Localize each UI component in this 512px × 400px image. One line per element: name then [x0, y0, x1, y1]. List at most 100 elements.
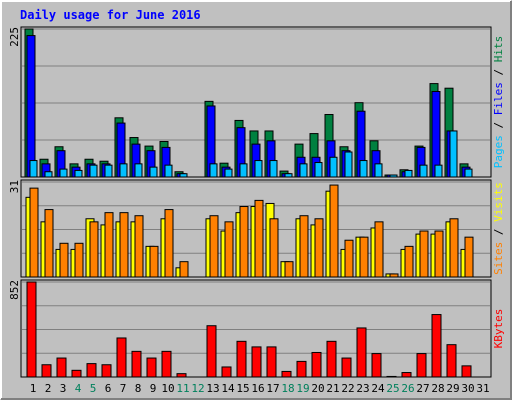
bar — [404, 245, 414, 278]
bar — [356, 327, 367, 378]
y-tick-label: 31 — [8, 180, 21, 193]
bar — [206, 325, 217, 378]
x-tick-label: 14 — [221, 382, 235, 395]
legend-separator: / — [492, 62, 505, 82]
y-tick-label: 225 — [8, 27, 21, 47]
bar — [134, 215, 144, 278]
bar — [311, 351, 322, 378]
bar — [224, 221, 234, 278]
bar — [269, 160, 278, 178]
x-tick-label: 15 — [236, 382, 249, 395]
legend: Pages / Files / Hits — [492, 36, 505, 169]
bar — [419, 164, 428, 178]
bar — [299, 163, 308, 178]
legend-entry: Visits — [492, 182, 505, 222]
bar — [176, 373, 187, 378]
legend-entry: Files — [492, 82, 505, 115]
bar — [119, 163, 128, 178]
x-tick-label: 2 — [45, 382, 52, 395]
bar — [461, 365, 472, 378]
x-tick-label: 12 — [191, 382, 204, 395]
x-tick-label: 22 — [341, 382, 354, 395]
bar — [74, 169, 83, 178]
bar — [116, 337, 127, 378]
bar — [209, 215, 219, 278]
bar — [371, 353, 382, 378]
bar — [431, 90, 441, 178]
x-tick-label: 25 — [386, 382, 399, 395]
bar — [374, 163, 383, 178]
bar — [239, 163, 248, 178]
bar — [404, 169, 413, 178]
bar — [314, 162, 323, 178]
bar — [44, 209, 54, 278]
x-tick-label: 13 — [206, 382, 219, 395]
x-tick-label: 19 — [296, 382, 309, 395]
bar — [431, 314, 442, 378]
bar — [464, 168, 473, 178]
x-tick-label: 30 — [461, 382, 474, 395]
bar — [329, 184, 339, 278]
bar — [179, 261, 189, 278]
bar — [449, 130, 458, 178]
bar — [464, 236, 474, 278]
bar — [149, 166, 158, 178]
legend-separator: / — [492, 115, 505, 135]
bar — [389, 273, 399, 278]
bar — [341, 357, 352, 378]
bar — [299, 215, 309, 278]
x-tick-label: 26 — [401, 382, 414, 395]
x-tick-label: 28 — [431, 382, 444, 395]
bar — [359, 236, 369, 278]
bar — [164, 164, 173, 178]
x-tick-label: 1 — [30, 382, 37, 395]
bar — [26, 35, 36, 178]
bar — [161, 350, 172, 378]
x-tick-label: 18 — [281, 382, 294, 395]
x-tick-label: 4 — [75, 382, 82, 395]
bar — [41, 364, 52, 378]
x-tick-label: 24 — [371, 382, 385, 395]
x-tick-label: 21 — [326, 382, 339, 395]
bar — [59, 168, 68, 178]
bar — [74, 242, 84, 278]
bar — [26, 281, 37, 378]
bar — [101, 364, 112, 378]
x-tick-label: 5 — [90, 382, 97, 395]
x-tick-label: 31 — [476, 382, 489, 395]
legend-entry: Pages — [492, 135, 505, 168]
x-tick-label: 9 — [150, 382, 157, 395]
bar — [71, 369, 82, 378]
x-tick-label: 29 — [446, 382, 459, 395]
bar — [296, 360, 307, 378]
bar — [314, 218, 324, 278]
bar — [224, 168, 233, 178]
bar — [359, 160, 368, 178]
x-tick-label: 20 — [311, 382, 324, 395]
bar — [179, 173, 188, 178]
legend-entry: Sites — [492, 242, 505, 275]
bar — [386, 375, 397, 378]
bar — [434, 164, 443, 178]
bar — [221, 366, 232, 378]
bar — [284, 261, 294, 278]
x-tick-label: 17 — [266, 382, 279, 395]
bar — [104, 164, 113, 178]
bar — [44, 171, 53, 178]
x-tick-label: 3 — [60, 382, 67, 395]
bar — [344, 239, 354, 278]
x-tick-label: 11 — [176, 382, 189, 395]
x-tick-label: 16 — [251, 382, 264, 395]
bar — [89, 221, 99, 278]
chart-title: Daily usage for June 2016 — [20, 8, 201, 22]
bar — [389, 174, 398, 178]
bar — [281, 370, 292, 378]
bar — [29, 160, 38, 178]
bar — [164, 209, 174, 278]
bar — [29, 187, 39, 278]
bar — [239, 206, 249, 278]
bar — [254, 199, 264, 278]
bar — [236, 340, 247, 378]
bar — [326, 340, 337, 378]
